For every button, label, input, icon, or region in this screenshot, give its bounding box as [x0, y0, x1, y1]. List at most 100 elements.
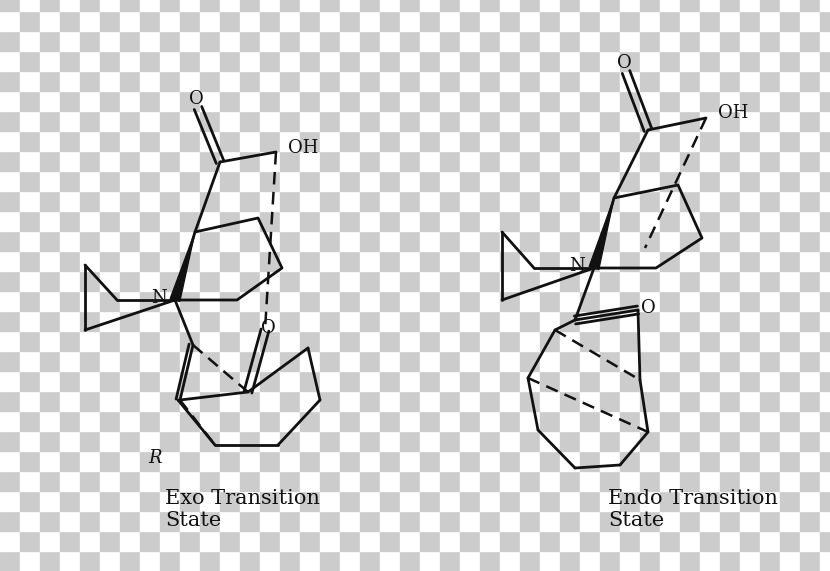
Bar	[140, 31, 160, 51]
Bar	[140, 331, 160, 351]
Bar	[180, 151, 200, 171]
Bar	[520, 291, 540, 311]
Bar	[200, 351, 220, 371]
Bar	[340, 411, 360, 431]
Bar	[260, 11, 280, 31]
Bar	[720, 191, 740, 211]
Bar	[340, 131, 360, 151]
Bar	[620, 531, 640, 551]
Bar	[380, 511, 400, 531]
Bar	[760, 191, 780, 211]
Bar	[720, 51, 740, 71]
Bar	[600, 151, 620, 171]
Bar	[520, 531, 540, 551]
Bar	[460, 531, 480, 551]
Bar	[20, 11, 40, 31]
Bar	[480, 531, 500, 551]
Bar	[480, 31, 500, 51]
Bar	[140, 471, 160, 491]
Bar	[640, 471, 660, 491]
Bar	[120, 371, 140, 391]
Bar	[320, 151, 340, 171]
Bar	[200, 391, 220, 411]
Bar	[200, 31, 220, 51]
Bar	[640, 171, 660, 191]
Bar	[800, 151, 820, 171]
Bar	[160, 511, 180, 531]
Bar	[380, 431, 400, 451]
Bar	[220, 111, 240, 131]
Bar	[280, 171, 300, 191]
Bar	[100, 331, 120, 351]
Bar	[460, 91, 480, 111]
Bar	[820, 11, 830, 31]
Bar	[700, 471, 720, 491]
Bar	[520, 191, 540, 211]
Bar	[320, 211, 340, 231]
Bar	[500, 531, 520, 551]
Bar	[720, 431, 740, 451]
Bar	[80, 531, 100, 551]
Bar	[800, 171, 820, 191]
Bar	[60, 331, 80, 351]
Bar	[600, 271, 620, 291]
Bar	[380, 131, 400, 151]
Bar	[400, 311, 420, 331]
Bar	[560, 91, 580, 111]
Bar	[780, 131, 800, 151]
Bar	[640, 331, 660, 351]
Bar	[460, 0, 480, 11]
Bar	[720, 0, 740, 11]
Bar	[240, 151, 260, 171]
Bar	[180, 351, 200, 371]
Bar	[800, 191, 820, 211]
Bar	[380, 71, 400, 91]
Bar	[220, 331, 240, 351]
Bar	[640, 91, 660, 111]
Bar	[420, 411, 440, 431]
Bar	[700, 0, 720, 11]
Text: O: O	[617, 54, 632, 72]
Bar	[720, 271, 740, 291]
Bar	[360, 51, 380, 71]
Bar	[380, 0, 400, 11]
Bar	[460, 231, 480, 251]
Bar	[440, 91, 460, 111]
Bar	[420, 271, 440, 291]
Bar	[680, 371, 700, 391]
Bar	[760, 291, 780, 311]
Bar	[620, 311, 640, 331]
Bar	[420, 531, 440, 551]
Bar	[560, 331, 580, 351]
Bar	[80, 551, 100, 571]
Bar	[0, 111, 20, 131]
Bar	[540, 111, 560, 131]
Bar	[280, 271, 300, 291]
Bar	[440, 231, 460, 251]
Bar	[820, 411, 830, 431]
Bar	[20, 531, 40, 551]
Bar	[180, 271, 200, 291]
Bar	[480, 491, 500, 511]
Bar	[800, 11, 820, 31]
Bar	[340, 211, 360, 231]
Bar	[180, 331, 200, 351]
Bar	[120, 171, 140, 191]
Bar	[20, 311, 40, 331]
Bar	[300, 371, 320, 391]
Bar	[500, 251, 520, 271]
Bar	[720, 511, 740, 531]
Bar	[660, 151, 680, 171]
Bar	[580, 431, 600, 451]
Bar	[660, 531, 680, 551]
Bar	[180, 311, 200, 331]
Bar	[660, 131, 680, 151]
Bar	[800, 71, 820, 91]
Bar	[380, 451, 400, 471]
Bar	[20, 251, 40, 271]
Bar	[740, 131, 760, 151]
Bar	[260, 411, 280, 431]
Bar	[400, 91, 420, 111]
Text: Exo Transition: Exo Transition	[165, 489, 320, 508]
Bar	[560, 191, 580, 211]
